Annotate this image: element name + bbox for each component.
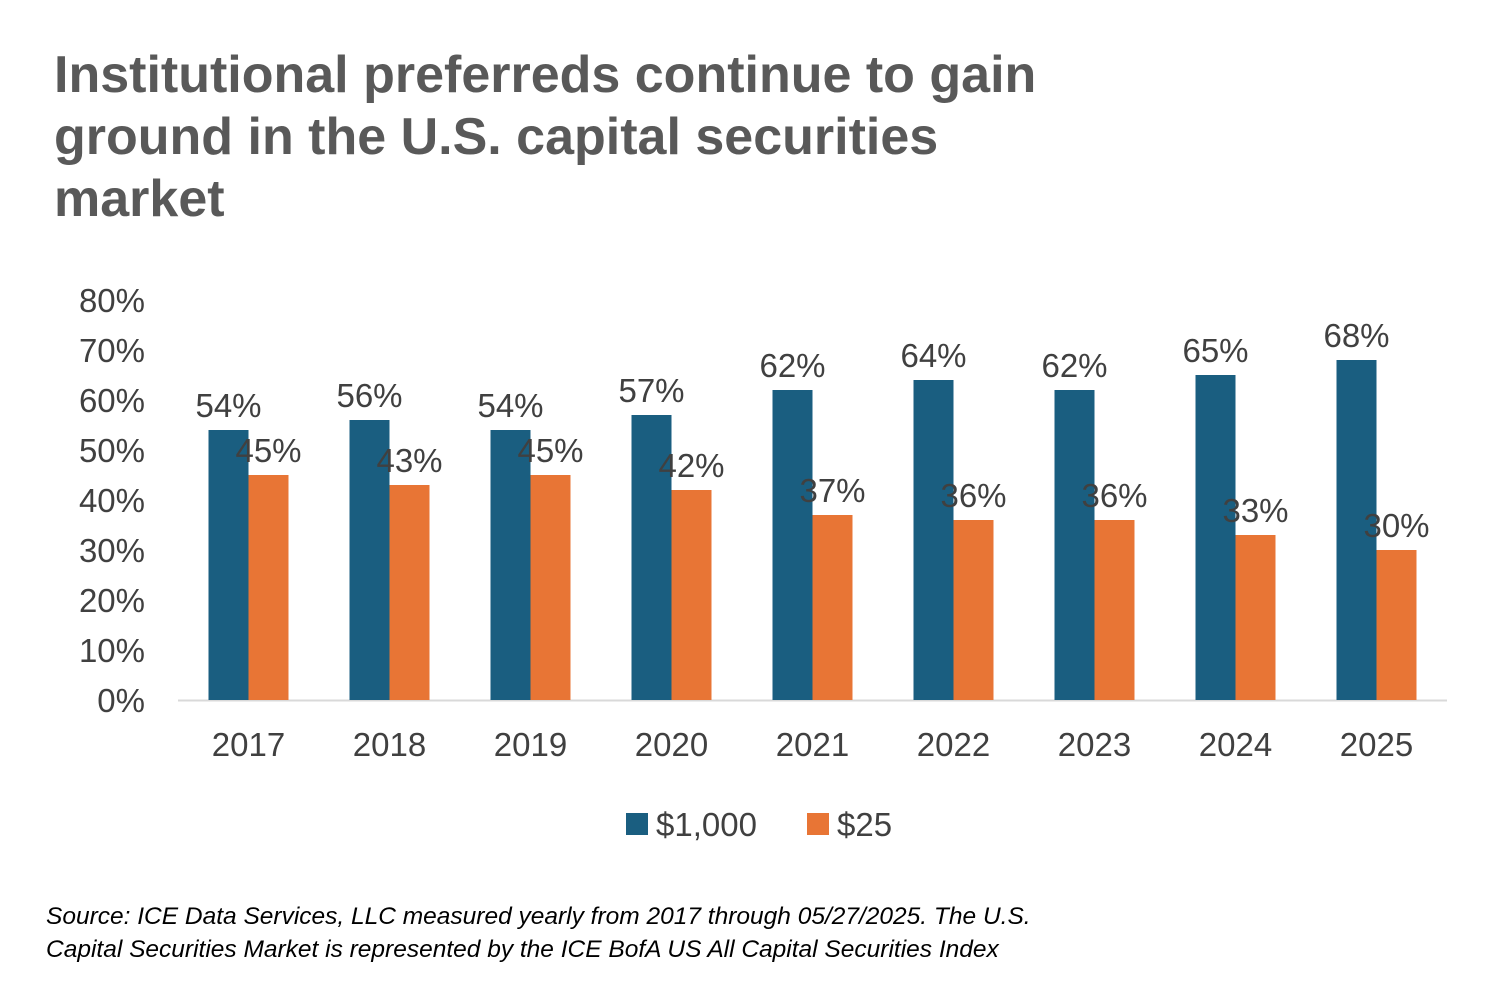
x-tick-label: 2019 [494,726,567,763]
y-tick-label: 60% [79,382,145,419]
bar-1000 [913,380,954,700]
x-tick-label: 2023 [1058,726,1131,763]
bar-25 [953,520,994,700]
x-tick-label: 2022 [917,726,990,763]
data-label-25: 42% [658,447,724,484]
bar-1000 [349,420,390,700]
bar-1000 [631,415,672,700]
chart-title: Institutional preferreds continue to gai… [54,46,1037,228]
bar-25 [1376,550,1417,700]
data-label-1000: 62% [1041,347,1107,384]
legend-label-25: $25 [837,806,892,843]
legend-swatch-1000 [626,813,648,835]
y-tick-label: 10% [79,632,145,669]
legend-label-1000: $1,000 [656,806,757,843]
data-label-1000: 64% [900,337,966,374]
data-label-1000: 54% [195,387,261,424]
bar-1000 [490,430,531,700]
bar-1000 [1336,360,1377,700]
bar-25 [530,475,571,700]
bar-25 [812,515,853,700]
legend-swatch-25 [807,813,829,835]
y-tick-label: 50% [79,432,145,469]
bar-25 [1235,535,1276,700]
x-tick-label: 2024 [1199,726,1272,763]
bar-25 [389,485,430,700]
data-label-25: 36% [940,477,1006,514]
bar-1000 [772,390,813,700]
bar-1000 [1195,375,1236,700]
x-tick-label: 2020 [635,726,708,763]
bar-25 [1094,520,1135,700]
data-label-25: 37% [799,472,865,509]
y-tick-label: 70% [79,332,145,369]
x-tick-label: 2018 [353,726,426,763]
bar-1000 [208,430,249,700]
data-label-1000: 54% [477,387,543,424]
x-tick-label: 2021 [776,726,849,763]
x-tick-label: 2025 [1340,726,1413,763]
data-label-1000: 65% [1182,332,1248,369]
bar-25 [671,490,712,700]
x-tick-label: 2017 [212,726,285,763]
data-label-25: 45% [235,432,301,469]
y-tick-label: 20% [79,582,145,619]
data-label-1000: 57% [618,372,684,409]
data-label-25: 33% [1222,492,1288,529]
y-tick-label: 30% [79,532,145,569]
y-tick-label: 80% [79,282,145,319]
y-tick-label: 40% [79,482,145,519]
y-tick-label: 0% [97,682,145,719]
bar-25 [248,475,289,700]
data-label-1000: 62% [759,347,825,384]
bar-1000 [1054,390,1095,700]
data-label-25: 36% [1081,477,1147,514]
source-footnote: Source: ICE Data Services, LLC measured … [46,903,1031,963]
data-label-1000: 56% [336,377,402,414]
data-label-1000: 68% [1323,317,1389,354]
data-label-25: 30% [1363,507,1429,544]
data-label-25: 43% [376,442,442,479]
data-label-25: 45% [517,432,583,469]
